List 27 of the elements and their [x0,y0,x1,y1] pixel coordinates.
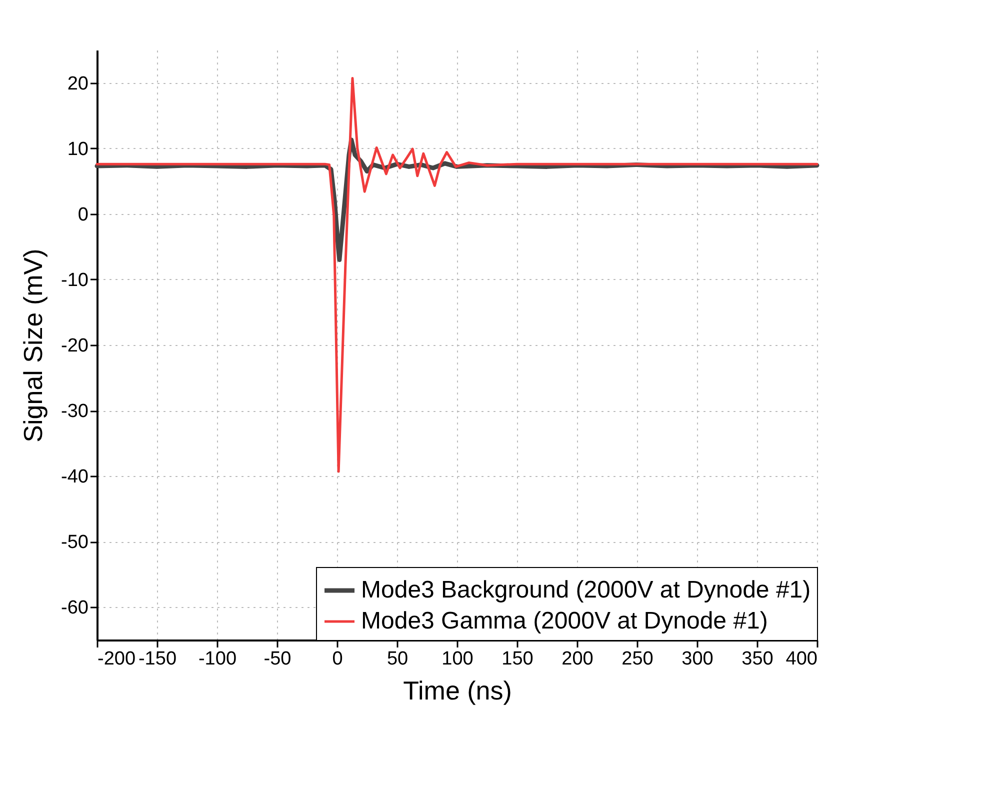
y-tick-label: -50 [61,532,88,554]
x-tick-label: 150 [502,648,534,670]
y-tick-label: 10 [67,138,88,160]
y-tick-label: -60 [61,598,88,619]
x-tick-label: -100 [198,648,237,670]
x-tick-label: 50 [386,648,408,670]
x-tick-label: 0 [332,648,343,670]
x-tick-label: -200 [98,648,136,670]
x-tick-label: 400 [786,648,818,670]
x-tick-label: -150 [138,648,177,670]
y-tick-label: -40 [61,466,88,488]
y-tick-label: 20 [67,73,88,94]
y-tick-label: -30 [61,401,88,422]
x-axis-title: Time (ns) [403,676,512,706]
legend-label: Mode3 Gamma (2000V at Dynode #1) [361,608,768,634]
line-series [96,76,818,473]
x-tick-label: 250 [622,648,654,670]
y-tick-label: -20 [61,336,88,356]
y-tick-label: -10 [61,270,88,291]
x-tick-label: 300 [682,648,714,670]
legend-label: Mode3 Background (2000V at Dynode #1) [361,576,811,604]
y-axis-title: Signal Size (mV) [18,248,48,442]
x-tick-label: -50 [264,648,292,670]
x-tick-label: 200 [562,648,594,670]
x-tick-label: 350 [742,648,774,670]
x-tick-label: 100 [442,648,474,670]
y-tick-label: 0 [78,204,88,226]
